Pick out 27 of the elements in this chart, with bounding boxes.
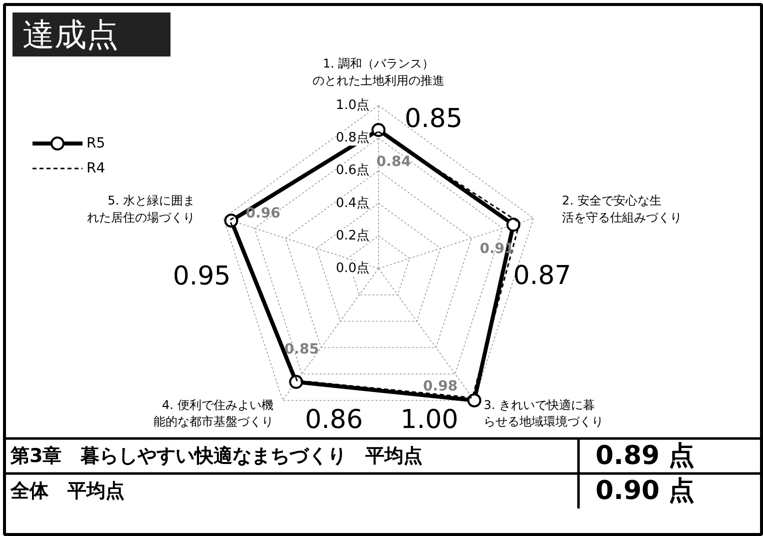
y-tick-label: 0.6点 — [336, 163, 370, 178]
spoke-label: 2. 安全で安心な生活を守る仕組みづくり — [562, 193, 682, 224]
text: 全体 平均点 — [10, 480, 124, 502]
legend-label: R5 — [86, 136, 106, 152]
data-label: 0.96 — [246, 206, 280, 222]
legend-label: R4 — [86, 160, 106, 176]
data-label: 0.87 — [513, 260, 572, 291]
data-label: 0.85 — [284, 341, 319, 358]
chart-title: 達成点 — [22, 16, 118, 54]
spoke-label: 4. 便利で住みよい機能的な都市基盤づくり — [153, 398, 274, 429]
data-label: 0.86 — [304, 405, 363, 435]
y-tick-label: 0.4点 — [336, 196, 370, 211]
y-tick-label: 1.0点 — [336, 98, 370, 113]
spoke-label: 3. きれいで快適に暮らせる地域環境づくり — [484, 398, 604, 429]
data-label: 0.98 — [423, 378, 458, 394]
spoke-label: 1. 調和（バランス）のとれた土地利用の推進 — [312, 56, 444, 88]
data-label: 0.85 — [404, 104, 462, 134]
text: 0.90 点 — [596, 476, 695, 506]
data-label: 0.95 — [172, 261, 231, 292]
text: 0.89 点 — [596, 441, 695, 471]
spoke-label: 5. 水と緑に囲まれた居住の場づくり — [86, 193, 195, 224]
y-tick-label: 0.8点 — [336, 130, 370, 146]
y-tick-label: 0.0点 — [336, 261, 370, 276]
data-label: 0.84 — [376, 154, 412, 170]
y-tick-label: 0.2点 — [336, 228, 370, 244]
data-label: 1.00 — [400, 405, 458, 435]
text: 第3章 暮らしやすい快適なまちづくり 平均点 — [10, 445, 423, 467]
